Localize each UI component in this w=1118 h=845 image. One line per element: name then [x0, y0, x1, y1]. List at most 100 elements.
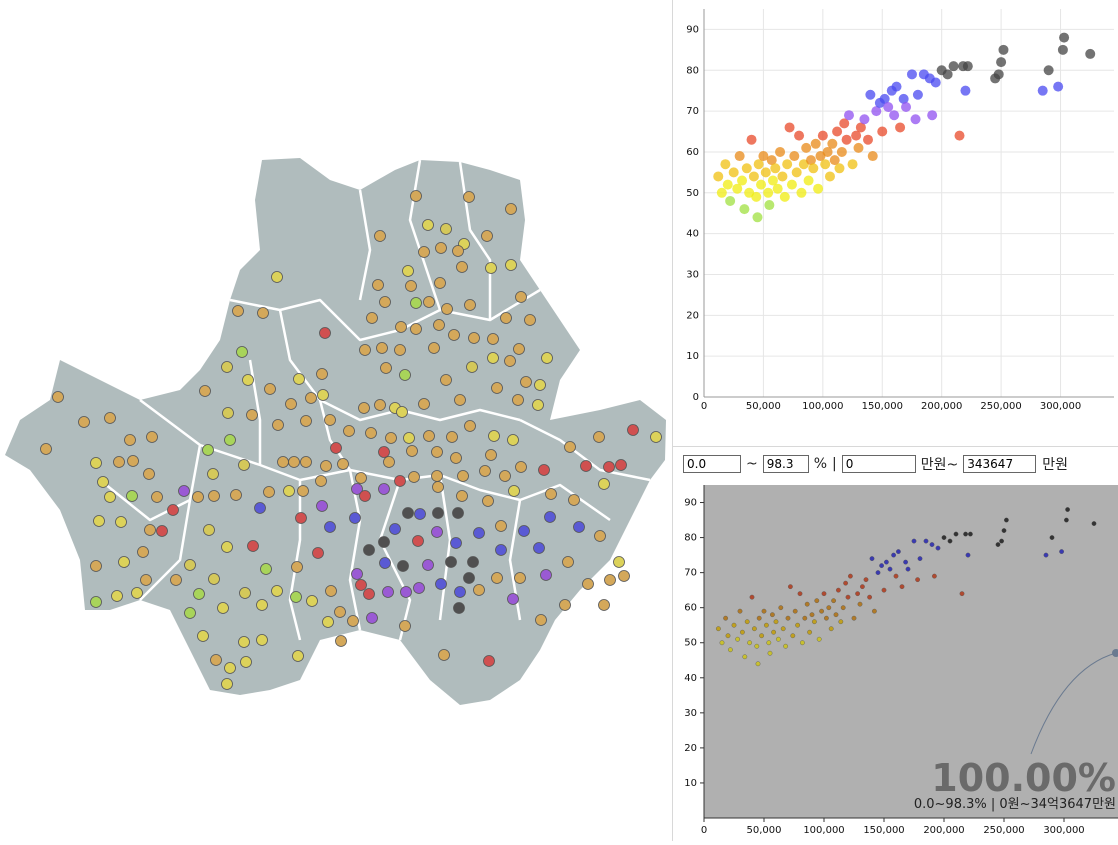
scatter-point[interactable]	[871, 106, 882, 117]
scatter-point[interactable]	[867, 594, 873, 600]
map-marker[interactable]	[408, 471, 420, 483]
map-marker[interactable]	[208, 490, 220, 502]
scatter-point[interactable]	[737, 175, 748, 186]
map-marker[interactable]	[410, 190, 422, 202]
map-marker[interactable]	[167, 504, 179, 516]
scatter-point[interactable]	[808, 163, 819, 174]
map-marker[interactable]	[650, 431, 662, 443]
scatter-point[interactable]	[871, 608, 877, 614]
map-marker[interactable]	[366, 612, 378, 624]
scatter-point[interactable]	[753, 159, 764, 170]
scatter-point[interactable]	[879, 93, 890, 104]
map-marker[interactable]	[144, 524, 156, 536]
map-marker[interactable]	[598, 599, 610, 611]
map-marker[interactable]	[400, 586, 412, 598]
scatter-point[interactable]	[784, 122, 795, 133]
map-marker[interactable]	[513, 343, 525, 355]
map-marker[interactable]	[184, 559, 196, 571]
scatter-point[interactable]	[761, 608, 767, 614]
map-marker[interactable]	[402, 265, 414, 277]
scatter-point[interactable]	[840, 605, 846, 611]
percent-max-input[interactable]	[762, 455, 809, 473]
scatter-point[interactable]	[995, 542, 1001, 547]
map-marker[interactable]	[466, 361, 478, 373]
scatter-point[interactable]	[833, 612, 839, 618]
scatter-point[interactable]	[805, 155, 816, 166]
map-marker[interactable]	[124, 434, 136, 446]
scatter-point[interactable]	[845, 594, 851, 600]
map-marker[interactable]	[487, 333, 499, 345]
map-marker[interactable]	[277, 456, 289, 468]
map-marker[interactable]	[402, 507, 414, 519]
map-marker[interactable]	[315, 475, 327, 487]
map-marker[interactable]	[238, 636, 250, 648]
scatter-point[interactable]	[832, 126, 843, 137]
map-marker[interactable]	[90, 596, 102, 608]
scatter-point[interactable]	[851, 130, 862, 141]
map-marker[interactable]	[524, 314, 536, 326]
map-marker[interactable]	[495, 544, 507, 556]
scatter-point[interactable]	[737, 608, 743, 614]
map-marker[interactable]	[482, 495, 494, 507]
map-marker[interactable]	[359, 344, 371, 356]
map-marker[interactable]	[515, 461, 527, 473]
map-marker[interactable]	[297, 485, 309, 497]
map-marker[interactable]	[372, 279, 384, 291]
scatter-point[interactable]	[879, 563, 885, 569]
map-marker[interactable]	[365, 427, 377, 439]
map-marker[interactable]	[545, 488, 557, 500]
map-marker[interactable]	[395, 321, 407, 333]
map-marker[interactable]	[184, 607, 196, 619]
map-marker[interactable]	[378, 536, 390, 548]
map-marker[interactable]	[515, 291, 527, 303]
scatter-point[interactable]	[999, 538, 1004, 544]
scatter-point[interactable]	[778, 605, 784, 611]
scatter-point[interactable]	[820, 159, 831, 170]
scatter-point[interactable]	[927, 110, 938, 121]
map-marker[interactable]	[236, 346, 248, 358]
map-marker[interactable]	[137, 546, 149, 558]
map-marker[interactable]	[594, 530, 606, 542]
map-marker[interactable]	[438, 649, 450, 661]
scatter-point[interactable]	[764, 622, 769, 628]
scatter-point[interactable]	[1003, 517, 1009, 523]
map-marker[interactable]	[432, 481, 444, 493]
scatter-point[interactable]	[797, 591, 803, 597]
map-marker[interactable]	[221, 541, 233, 553]
map-marker[interactable]	[544, 511, 556, 523]
scatter-point[interactable]	[722, 179, 733, 190]
scatter-point[interactable]	[883, 102, 894, 113]
scatter-point[interactable]	[790, 633, 796, 639]
map-marker[interactable]	[146, 431, 158, 443]
map-marker[interactable]	[441, 303, 453, 315]
map-marker[interactable]	[334, 606, 346, 618]
map-marker[interactable]	[199, 385, 211, 397]
scatter-point[interactable]	[728, 167, 739, 178]
map-marker[interactable]	[300, 415, 312, 427]
map-marker[interactable]	[156, 525, 168, 537]
map-marker[interactable]	[330, 442, 342, 454]
map-marker[interactable]	[491, 382, 503, 394]
map-marker[interactable]	[532, 399, 544, 411]
map-marker[interactable]	[376, 342, 388, 354]
map-marker[interactable]	[564, 441, 576, 453]
scatter-point[interactable]	[923, 538, 929, 544]
scatter-point[interactable]	[763, 187, 774, 198]
map-marker[interactable]	[202, 444, 214, 456]
scatter-point[interactable]	[962, 61, 973, 72]
map-marker[interactable]	[433, 319, 445, 331]
map-marker[interactable]	[203, 524, 215, 536]
scatter-point[interactable]	[716, 187, 727, 198]
map-marker[interactable]	[111, 590, 123, 602]
map-marker[interactable]	[320, 460, 332, 472]
map-marker[interactable]	[403, 432, 415, 444]
scatter-point[interactable]	[775, 146, 786, 157]
scatter-point[interactable]	[760, 167, 771, 178]
map-marker[interactable]	[399, 620, 411, 632]
map-marker[interactable]	[131, 587, 143, 599]
scatter-point[interactable]	[814, 598, 820, 604]
map-marker[interactable]	[473, 527, 485, 539]
map-marker[interactable]	[293, 373, 305, 385]
scatter-point[interactable]	[838, 619, 844, 625]
scatter-point[interactable]	[993, 69, 1004, 80]
